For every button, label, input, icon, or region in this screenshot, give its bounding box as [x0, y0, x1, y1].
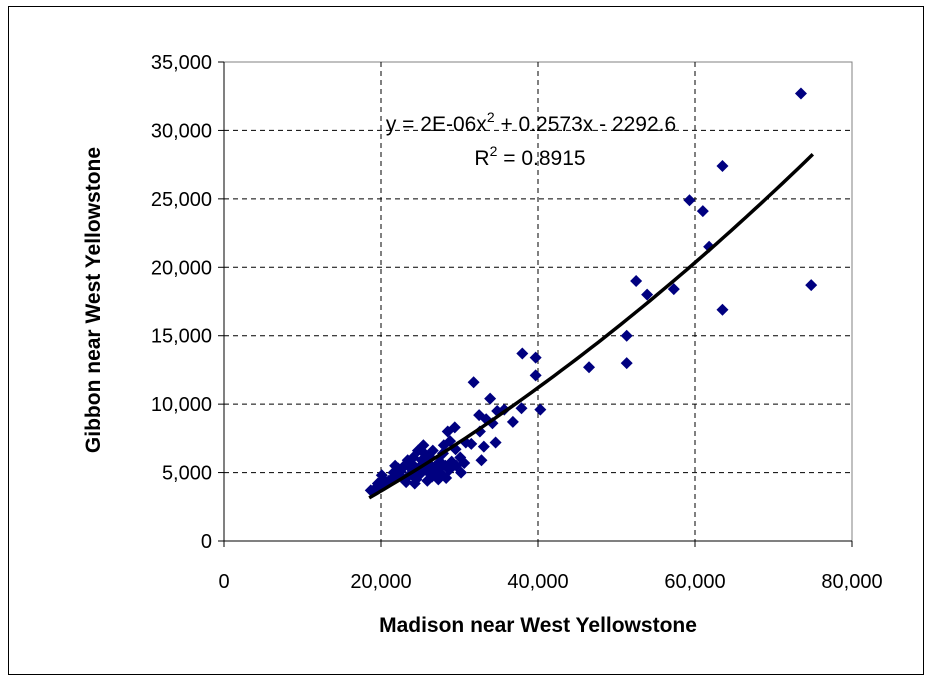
- data-point: [484, 392, 497, 405]
- data-point: [620, 357, 633, 370]
- data-point: [437, 439, 450, 452]
- y-tick-label: 0: [201, 531, 212, 553]
- gridlines: [224, 62, 852, 541]
- y-tick-label: 10,000: [151, 394, 212, 416]
- data-point: [716, 303, 729, 316]
- y-axis-title: Gibbon near West Yellowstone: [82, 147, 105, 453]
- data-point: [794, 87, 807, 100]
- data-point: [477, 440, 490, 453]
- y-tick-label: 30,000: [151, 120, 212, 142]
- data-point: [516, 347, 529, 360]
- x-tick-label: 20,000: [350, 571, 411, 593]
- data-point: [805, 279, 818, 292]
- data-point: [529, 351, 542, 364]
- data-point: [489, 436, 502, 449]
- data-point: [475, 454, 488, 467]
- y-tick-label: 35,000: [151, 52, 212, 74]
- data-point: [696, 205, 709, 218]
- data-point: [440, 472, 453, 485]
- data-point: [716, 160, 729, 173]
- data-point: [434, 461, 447, 474]
- data-point: [515, 402, 528, 415]
- x-tick-label: 40,000: [507, 571, 568, 593]
- data-point: [401, 454, 414, 467]
- y-tick-label: 15,000: [151, 326, 212, 348]
- data-point: [620, 329, 633, 342]
- y-axis-ticks: 0 5,000 10,000 15,000 20,000 25,000 30,000 35,0…: [151, 52, 224, 553]
- x-tick-label: 60,000: [664, 571, 725, 593]
- data-point: [529, 369, 542, 382]
- data-point: [408, 477, 421, 490]
- data-point: [506, 415, 519, 428]
- x-tick-label: 80,000: [821, 571, 882, 593]
- data-point: [389, 459, 402, 472]
- x-axis-ticks: 0 20,000 40,000 60,000 80,000: [218, 541, 883, 593]
- data-point: [667, 283, 680, 296]
- data-point: [683, 194, 696, 207]
- data-point: [465, 437, 478, 450]
- x-axis-title: Madison near West Yellowstone: [379, 614, 697, 637]
- data-point: [534, 403, 547, 416]
- r-squared: R2 = 0.8915: [474, 143, 585, 170]
- data-point: [421, 474, 434, 487]
- x-tick-label: 0: [218, 571, 229, 593]
- data-point: [375, 469, 388, 482]
- data-point: [441, 425, 454, 438]
- trendline-equation: y = 2E-06x2 + 0.2573x - 2292.6: [386, 109, 676, 136]
- data-point: [467, 376, 480, 389]
- data-point: [641, 288, 654, 301]
- data-point: [583, 361, 596, 374]
- data-point: [630, 274, 643, 287]
- y-tick-label: 20,000: [151, 257, 212, 279]
- y-tick-label: 5,000: [162, 463, 212, 485]
- trendline: [368, 153, 815, 500]
- y-tick-label: 25,000: [151, 189, 212, 211]
